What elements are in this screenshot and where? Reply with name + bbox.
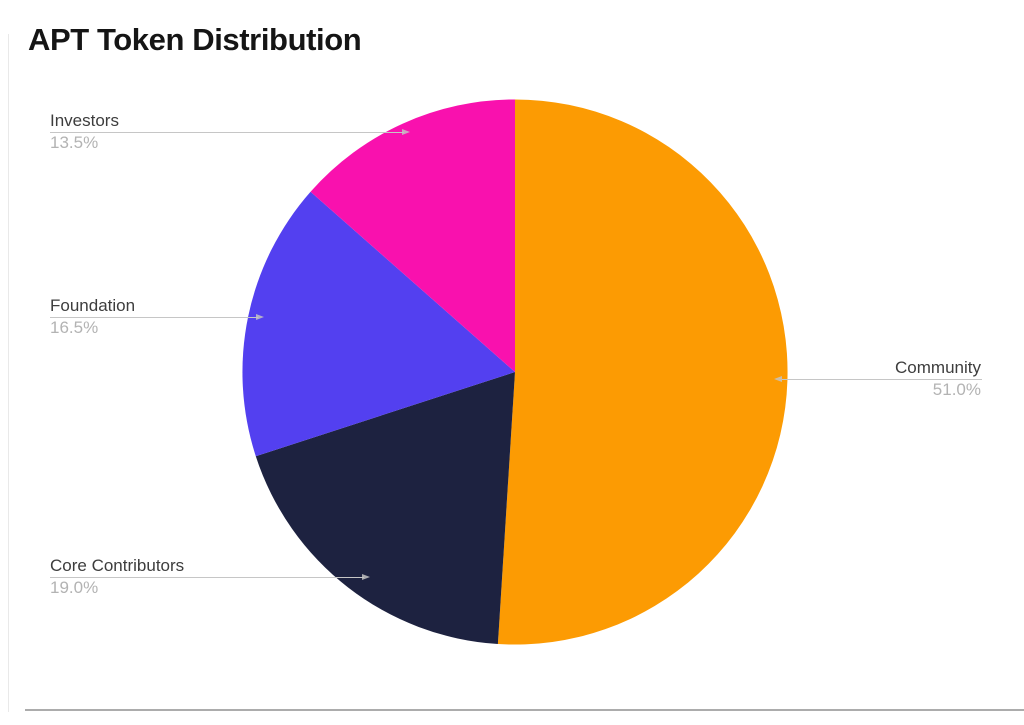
slice-pct-text: 51.0%: [932, 380, 981, 399]
slice-label-community: Community 51.0%: [895, 357, 981, 400]
leader-line-foundation: [50, 317, 258, 318]
slice-label-text: Investors: [50, 111, 119, 130]
leader-arrow-foundation: [256, 314, 264, 320]
slice-label-investors: Investors 13.5%: [50, 110, 119, 153]
leader-arrow-core-contributors: [362, 574, 370, 580]
slice-label-foundation: Foundation 16.5%: [50, 295, 135, 338]
pie-slice-foundation: [242, 191, 515, 457]
slice-label-core-contributors: Core Contributors 19.0%: [50, 555, 184, 598]
leader-arrow-community: [774, 376, 782, 382]
page-edge-line: [8, 34, 9, 712]
pie-chart: [237, 94, 793, 650]
leader-line-core-contributors: [50, 577, 364, 578]
slice-label-text: Foundation: [50, 296, 136, 315]
page-title: APT Token Distribution: [28, 22, 362, 57]
leader-line-community: [782, 379, 982, 380]
slice-pct-text: 13.5%: [50, 133, 99, 152]
leader-line-investors: [50, 132, 404, 133]
leader-arrow-investors: [402, 129, 410, 135]
bottom-rule: [25, 709, 1024, 711]
slice-pct-text: 19.0%: [50, 578, 99, 597]
pie-slice-investors: [310, 99, 515, 372]
slice-label-text: Community: [895, 358, 981, 377]
slice-label-text: Core Contributors: [50, 556, 185, 575]
pie-slice-community: [497, 99, 788, 645]
pie-svg: [242, 99, 788, 645]
slice-pct-text: 16.5%: [50, 318, 99, 337]
pie-slice-core-contributors: [255, 372, 515, 645]
